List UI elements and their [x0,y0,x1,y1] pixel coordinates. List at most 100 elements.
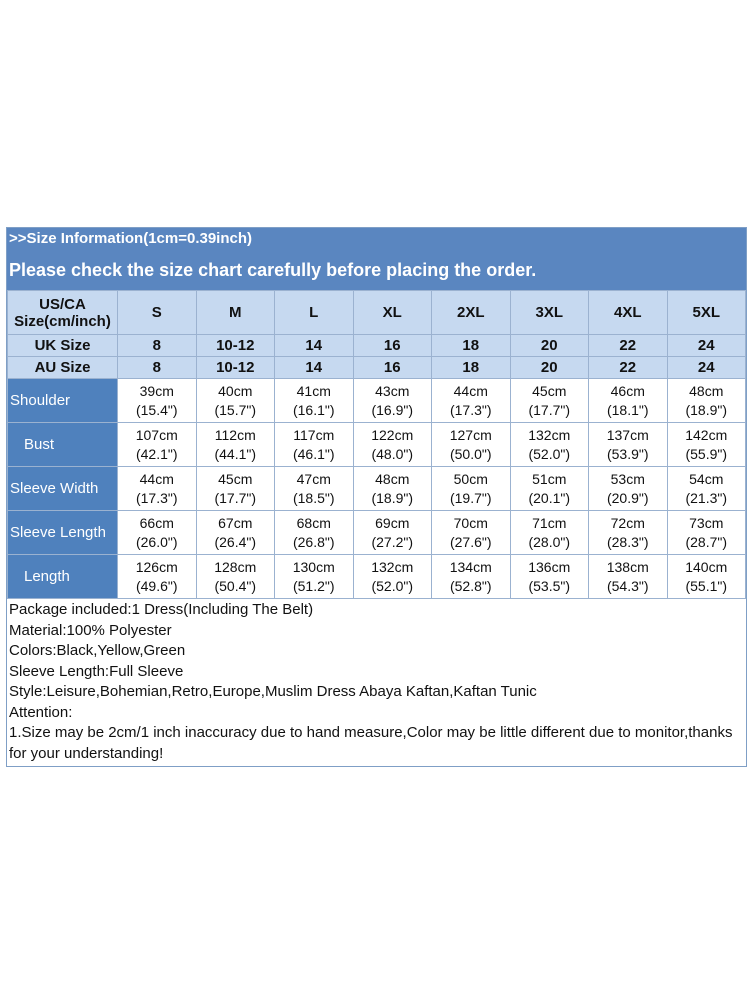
cm-value: 68cm [296,514,331,531]
measurement-row: Bust 107cm (42.1") 112cm (44.1") 117cm (46.1")… [7,422,746,467]
cm-value: 138cm [606,558,649,575]
inch-value: (28.3") [606,533,649,550]
cm-value: 134cm [449,558,492,575]
size-header-5xl: 5XL [666,290,746,335]
cm-value: 127cm [449,426,492,443]
inch-value: (18.1") [606,401,649,418]
measurement-cell: 44cm (17.3") [431,378,511,423]
inch-value: (27.2") [371,533,414,550]
au-size-value: 16 [352,356,432,379]
inch-value: (46.1") [292,445,335,462]
measurement-label: Length [7,554,118,599]
au-size-row: AU Size 8 10-12 14 16 18 20 22 24 [7,356,746,379]
uk-size-label: UK Size [7,334,118,357]
au-size-value: 18 [431,356,511,379]
material-note: Material:100% Polyester [9,621,172,639]
cm-value: 54cm [689,470,724,487]
measurement-label: Sleeve Length [7,510,118,555]
colors-note: Colors:Black,Yellow,Green [9,642,186,659]
inch-value: (44.1") [214,445,257,462]
cm-value: 67cm [218,514,253,531]
cm-value: 50cm [453,470,488,487]
measurement-row: Sleeve Width 44cm (17.3") 45cm (17.7") 47cm (1… [7,466,746,511]
cm-value: 53cm [610,470,645,487]
uk-size-value: 8 [117,334,197,357]
cm-value: 39cm [139,382,174,399]
uk-size-value: 24 [666,334,746,357]
measurement-row: Sleeve Length 66cm (26.0") 67cm (26.4") 68cm (… [7,510,746,555]
uk-size-value: 14 [274,334,354,357]
inch-value: (55.1") [685,577,728,594]
measurement-cell: 45cm (17.7") [195,466,275,511]
us-size-label: US/CA Size(cm/inch) [7,290,118,335]
inch-value: (48.0") [371,445,414,462]
us-size-label-line2: Size(cm/inch) [14,312,111,330]
uk-size-value: 22 [588,334,668,357]
cm-value: 41cm [296,382,331,399]
measurement-cell: 128cm (50.4") [195,554,275,599]
measurement-cell: 45cm (17.7") [509,378,589,423]
measurement-cell: 46cm (18.1") [588,378,668,423]
measurement-cell: 112cm (44.1") [195,422,275,467]
cm-value: 48cm [375,470,410,487]
au-size-value: 24 [666,356,746,379]
cm-value: 72cm [610,514,645,531]
size-header-s: S [117,290,197,335]
inch-value: (42.1") [135,445,178,462]
measurement-cell: 107cm (42.1") [117,422,197,467]
cm-value: 48cm [689,382,724,399]
inch-value: (17.7") [528,401,571,418]
inch-value: (18.5") [292,489,335,506]
cm-value: 40cm [218,382,253,399]
package-note: Package included:1 Dress(Including The B… [9,601,314,618]
cm-value: 44cm [453,382,488,399]
inch-value: (21.3") [685,489,728,506]
inch-value: (26.8") [292,533,335,550]
au-size-value: 20 [509,356,589,379]
inch-value: (53.9") [606,445,649,462]
measurement-cell: 136cm (53.5") [509,554,589,599]
cm-value: 66cm [139,514,174,531]
cm-value: 71cm [532,514,567,531]
size-chart: >>Size Information(1cm=0.39inch) Please … [6,227,747,767]
cm-value: 47cm [296,470,331,487]
cm-value: 126cm [135,558,178,575]
measurement-cell: 54cm (21.3") [666,466,746,511]
inch-value: (52.8") [449,577,492,594]
cm-value: 73cm [689,514,724,531]
measurement-cell: 127cm (50.0") [431,422,511,467]
measurement-cell: 73cm (28.7") [666,510,746,555]
measurement-cell: 132cm (52.0") [509,422,589,467]
cm-value: 142cm [685,426,728,443]
cm-value: 70cm [453,514,488,531]
measurement-cell: 140cm (55.1") [666,554,746,599]
measurement-label: Bust [7,422,118,467]
au-size-value: 10-12 [195,356,275,379]
cm-value: 140cm [685,558,728,575]
sleeve-note: Sleeve Length:Full Sleeve [9,662,184,680]
inch-value: (50.0") [449,445,492,462]
cm-value: 137cm [606,426,649,443]
cm-value: 122cm [371,426,414,443]
cm-value: 132cm [528,426,571,443]
measurement-label: Sleeve Width [7,466,118,511]
inch-value: (52.0") [528,445,571,462]
inch-value: (51.2") [292,577,335,594]
uk-size-value: 20 [509,334,589,357]
measurement-cell: 122cm (48.0") [352,422,432,467]
inch-value: (28.7") [685,533,728,550]
cm-value: 51cm [532,470,567,487]
measurement-cell: 50cm (19.7") [431,466,511,511]
measurement-cell: 69cm (27.2") [352,510,432,555]
cm-value: 112cm [214,426,256,443]
disclaimer-note: 1.Size may be 2cm/1 inch inaccuracy due … [9,724,733,762]
product-notes: Package included:1 Dress(Including The B… [7,599,746,766]
size-header-2xl: 2XL [431,290,511,335]
cm-value: 107cm [135,426,178,443]
size-header-m: M [195,290,275,335]
size-info-banner: >>Size Information(1cm=0.39inch) Please … [7,228,746,290]
measurement-cell: 40cm (15.7") [195,378,275,423]
cm-value: 130cm [292,558,335,575]
size-header-4xl: 4XL [588,290,668,335]
cm-value: 136cm [528,558,571,575]
